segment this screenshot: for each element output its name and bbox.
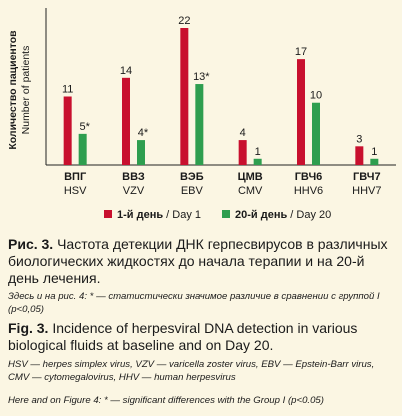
legend-label-ru-2: 20-й день <box>235 209 287 221</box>
data-label-1: 11 <box>62 84 73 96</box>
y-axis-title-en: Number of patients <box>20 46 32 135</box>
bar-1 <box>180 28 189 165</box>
x-tick-label-en: HHV7 <box>352 185 381 197</box>
bar-2 <box>370 158 379 165</box>
data-label-1: 3 <box>356 133 362 145</box>
x-tick-label-en: VZV <box>123 185 145 197</box>
x-tick-label-ru: ГВЧ7 <box>353 171 381 183</box>
bar-1 <box>238 140 247 165</box>
significance-note-en: Here and on Figure 4: * — significant di… <box>8 395 324 406</box>
data-label-1: 14 <box>120 65 132 77</box>
figure-caption-ru: Рис. 3. Частота детекции ДНК герпесвирус… <box>8 236 396 287</box>
data-label-2: 1 <box>371 146 377 158</box>
legend-swatch-2 <box>222 210 230 218</box>
x-tick-label-en: CMV <box>238 185 263 197</box>
bar-1 <box>63 96 72 165</box>
bar-1 <box>297 59 305 165</box>
x-tick-label-en: HSV <box>64 185 87 197</box>
legend-label-en-2: / Day 20 <box>287 209 331 221</box>
x-tick-label-en: HHV6 <box>294 185 323 197</box>
figure-caption-en: Fig. 3. Incidence of herpesviral DNA det… <box>8 320 396 354</box>
data-label-1: 22 <box>178 15 190 27</box>
x-tick-label-ru: ГВЧ6 <box>295 171 323 183</box>
bar-2 <box>253 158 262 165</box>
data-label-2: 4* <box>138 127 149 139</box>
bar-1 <box>122 77 130 165</box>
bar-2 <box>137 140 145 165</box>
y-axis-title-ru: Количество пациентов <box>7 30 19 150</box>
legend-label-1: 1-й день / Day 1 <box>117 209 201 221</box>
bar-2 <box>78 133 87 165</box>
x-tick-label-ru: ВПГ <box>64 171 87 183</box>
figure-note-ru: Здесь и на рис. 4: * — статистически зна… <box>8 291 380 315</box>
bar-1 <box>355 146 364 165</box>
legend-label-ru-1: 1-й день <box>117 209 163 221</box>
bar-2 <box>195 84 204 165</box>
data-label-1: 4 <box>240 127 246 139</box>
data-label-1: 17 <box>295 46 307 58</box>
figure-text-ru: Частота детекции ДНК герпесвирусов в раз… <box>8 236 388 286</box>
data-label-2: 13* <box>193 71 210 83</box>
legend-label-2: 20-й день / Day 20 <box>235 209 331 221</box>
legend-label-en-1: / Day 1 <box>163 209 201 221</box>
abbreviations-note-en: HSV — herpes simplex virus, VZV — varice… <box>8 359 375 383</box>
data-label-2: 5* <box>79 121 90 133</box>
bar-chart: Количество пациентов Number of patients 11… <box>7 8 396 221</box>
legend-swatch-1 <box>104 210 112 218</box>
figure-text-en: Incidence of herpesviral DNA detection i… <box>8 320 358 353</box>
chart-area: Количество пациентов Number of patients 11… <box>7 8 396 221</box>
bar-2 <box>312 102 320 165</box>
data-label-2: 10 <box>310 90 322 102</box>
x-tick-label-ru: ВВЗ <box>122 171 145 183</box>
figure-label-ru: Рис. 3. <box>8 236 54 252</box>
x-tick-label-en: EBV <box>181 185 204 197</box>
x-tick-label-ru: ВЭБ <box>180 171 204 183</box>
data-label-2: 1 <box>255 146 261 158</box>
x-tick-label-ru: ЦМВ <box>238 171 263 183</box>
figure-label-en: Fig. 3. <box>8 320 49 336</box>
